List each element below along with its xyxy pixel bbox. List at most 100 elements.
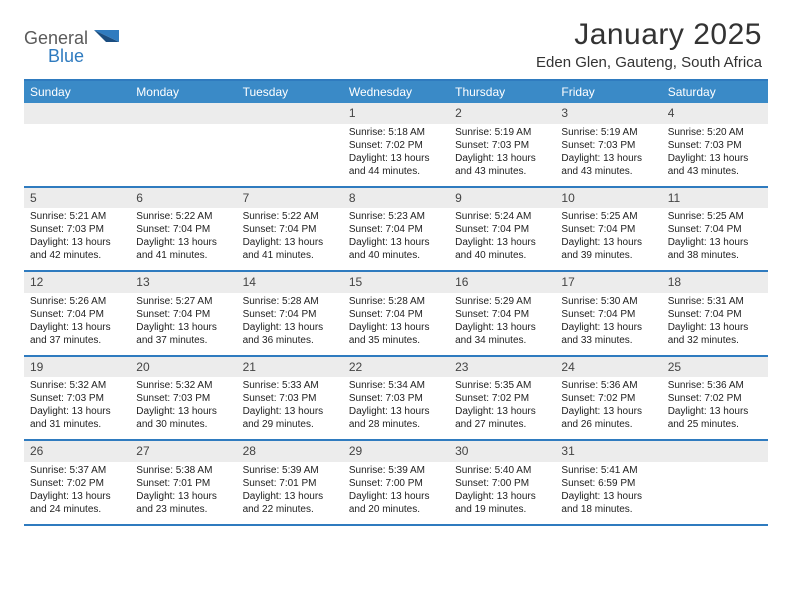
day-number: 26 <box>24 441 130 462</box>
daylight-line-2: and 18 minutes. <box>561 503 655 516</box>
sunrise-line: Sunrise: 5:29 AM <box>455 295 549 308</box>
day-details: Sunrise: 5:37 AMSunset: 7:02 PMDaylight:… <box>24 462 130 524</box>
sunrise-line: Sunrise: 5:36 AM <box>561 379 655 392</box>
daylight-line-2: and 33 minutes. <box>561 334 655 347</box>
daylight-line-1: Daylight: 13 hours <box>349 490 443 503</box>
sunrise-line: Sunrise: 5:38 AM <box>136 464 230 477</box>
week-row: 19202122232425Sunrise: 5:32 AMSunset: 7:… <box>24 357 768 442</box>
day-details: Sunrise: 5:30 AMSunset: 7:04 PMDaylight:… <box>555 293 661 355</box>
day-number: 17 <box>555 272 661 293</box>
day-number: 31 <box>555 441 661 462</box>
dow-wednesday: Wednesday <box>343 81 449 103</box>
day-number-cell: 3 <box>555 103 661 124</box>
sunset-line: Sunset: 7:04 PM <box>561 223 655 236</box>
sunrise-line: Sunrise: 5:40 AM <box>455 464 549 477</box>
sunset-line: Sunset: 7:04 PM <box>668 223 762 236</box>
day-details: Sunrise: 5:33 AMSunset: 7:03 PMDaylight:… <box>237 377 343 439</box>
day-cell: Sunrise: 5:32 AMSunset: 7:03 PMDaylight:… <box>24 377 130 439</box>
sunset-line: Sunset: 7:04 PM <box>243 308 337 321</box>
sunset-line: Sunset: 7:03 PM <box>561 139 655 152</box>
day-cell: Sunrise: 5:34 AMSunset: 7:03 PMDaylight:… <box>343 377 449 439</box>
sunset-line: Sunset: 7:02 PM <box>668 392 762 405</box>
day-number: 11 <box>662 188 768 209</box>
daylight-line-2: and 42 minutes. <box>30 249 124 262</box>
week-row: 262728293031Sunrise: 5:37 AMSunset: 7:02… <box>24 441 768 526</box>
day-cell: Sunrise: 5:24 AMSunset: 7:04 PMDaylight:… <box>449 208 555 270</box>
calendar: Sunday Monday Tuesday Wednesday Thursday… <box>24 79 768 526</box>
day-cell: Sunrise: 5:19 AMSunset: 7:03 PMDaylight:… <box>555 124 661 186</box>
sunset-line: Sunset: 7:04 PM <box>30 308 124 321</box>
day-number-cell: 7 <box>237 188 343 209</box>
day-cell: Sunrise: 5:36 AMSunset: 7:02 PMDaylight:… <box>555 377 661 439</box>
day-details: Sunrise: 5:27 AMSunset: 7:04 PMDaylight:… <box>130 293 236 355</box>
day-number-cell: 8 <box>343 188 449 209</box>
day-number <box>662 441 768 446</box>
day-number-cell: 4 <box>662 103 768 124</box>
sunset-line: Sunset: 7:04 PM <box>561 308 655 321</box>
sunrise-line: Sunrise: 5:23 AM <box>349 210 443 223</box>
sunset-line: Sunset: 7:04 PM <box>349 308 443 321</box>
sunrise-line: Sunrise: 5:22 AM <box>243 210 337 223</box>
daylight-line-1: Daylight: 13 hours <box>243 405 337 418</box>
day-details: Sunrise: 5:40 AMSunset: 7:00 PMDaylight:… <box>449 462 555 524</box>
day-number-cell: 30 <box>449 441 555 462</box>
daylight-line-1: Daylight: 13 hours <box>349 321 443 334</box>
day-details: Sunrise: 5:32 AMSunset: 7:03 PMDaylight:… <box>24 377 130 439</box>
day-cell: Sunrise: 5:25 AMSunset: 7:04 PMDaylight:… <box>555 208 661 270</box>
sunrise-line: Sunrise: 5:24 AM <box>455 210 549 223</box>
day-cell <box>662 462 768 524</box>
day-cell: Sunrise: 5:20 AMSunset: 7:03 PMDaylight:… <box>662 124 768 186</box>
dow-saturday: Saturday <box>662 81 768 103</box>
header: General Blue January 2025 Eden Glen, Gau… <box>24 18 768 71</box>
day-number: 24 <box>555 357 661 378</box>
day-number-cell: 16 <box>449 272 555 293</box>
day-cell: Sunrise: 5:26 AMSunset: 7:04 PMDaylight:… <box>24 293 130 355</box>
day-cell: Sunrise: 5:30 AMSunset: 7:04 PMDaylight:… <box>555 293 661 355</box>
daylight-line-2: and 44 minutes. <box>349 165 443 178</box>
daylight-line-1: Daylight: 13 hours <box>243 236 337 249</box>
daylight-line-2: and 43 minutes. <box>668 165 762 178</box>
day-number-cell: 5 <box>24 188 130 209</box>
sunrise-line: Sunrise: 5:21 AM <box>30 210 124 223</box>
daylight-line-1: Daylight: 13 hours <box>455 152 549 165</box>
title-block: January 2025 Eden Glen, Gauteng, South A… <box>536 18 768 71</box>
daylight-line-2: and 24 minutes. <box>30 503 124 516</box>
sunrise-line: Sunrise: 5:20 AM <box>668 126 762 139</box>
day-cell <box>237 124 343 186</box>
day-cell: Sunrise: 5:37 AMSunset: 7:02 PMDaylight:… <box>24 462 130 524</box>
daylight-line-2: and 22 minutes. <box>243 503 337 516</box>
day-cell: Sunrise: 5:18 AMSunset: 7:02 PMDaylight:… <box>343 124 449 186</box>
daylight-line-2: and 37 minutes. <box>136 334 230 347</box>
sunrise-line: Sunrise: 5:26 AM <box>30 295 124 308</box>
day-number: 3 <box>555 103 661 124</box>
dow-monday: Monday <box>130 81 236 103</box>
daylight-line-2: and 41 minutes. <box>243 249 337 262</box>
daylight-line-1: Daylight: 13 hours <box>455 321 549 334</box>
sunset-line: Sunset: 7:00 PM <box>349 477 443 490</box>
day-details: Sunrise: 5:25 AMSunset: 7:04 PMDaylight:… <box>662 208 768 270</box>
day-number: 23 <box>449 357 555 378</box>
daylight-line-1: Daylight: 13 hours <box>349 236 443 249</box>
daylight-line-2: and 32 minutes. <box>668 334 762 347</box>
day-number-cell: 27 <box>130 441 236 462</box>
sunset-line: Sunset: 7:04 PM <box>136 223 230 236</box>
sunrise-line: Sunrise: 5:25 AM <box>668 210 762 223</box>
day-cell: Sunrise: 5:21 AMSunset: 7:03 PMDaylight:… <box>24 208 130 270</box>
daylight-line-1: Daylight: 13 hours <box>349 152 443 165</box>
daylight-line-2: and 40 minutes. <box>349 249 443 262</box>
daylight-line-1: Daylight: 13 hours <box>668 405 762 418</box>
daylight-line-2: and 35 minutes. <box>349 334 443 347</box>
day-details: Sunrise: 5:24 AMSunset: 7:04 PMDaylight:… <box>449 208 555 270</box>
day-details: Sunrise: 5:38 AMSunset: 7:01 PMDaylight:… <box>130 462 236 524</box>
daylight-line-2: and 34 minutes. <box>455 334 549 347</box>
day-number-cell: 12 <box>24 272 130 293</box>
day-details: Sunrise: 5:28 AMSunset: 7:04 PMDaylight:… <box>237 293 343 355</box>
daylight-line-2: and 40 minutes. <box>455 249 549 262</box>
day-details: Sunrise: 5:26 AMSunset: 7:04 PMDaylight:… <box>24 293 130 355</box>
daylight-line-2: and 28 minutes. <box>349 418 443 431</box>
sunrise-line: Sunrise: 5:18 AM <box>349 126 443 139</box>
day-details: Sunrise: 5:41 AMSunset: 6:59 PMDaylight:… <box>555 462 661 524</box>
day-cell: Sunrise: 5:35 AMSunset: 7:02 PMDaylight:… <box>449 377 555 439</box>
daylight-line-2: and 31 minutes. <box>30 418 124 431</box>
day-number-cell <box>24 103 130 124</box>
